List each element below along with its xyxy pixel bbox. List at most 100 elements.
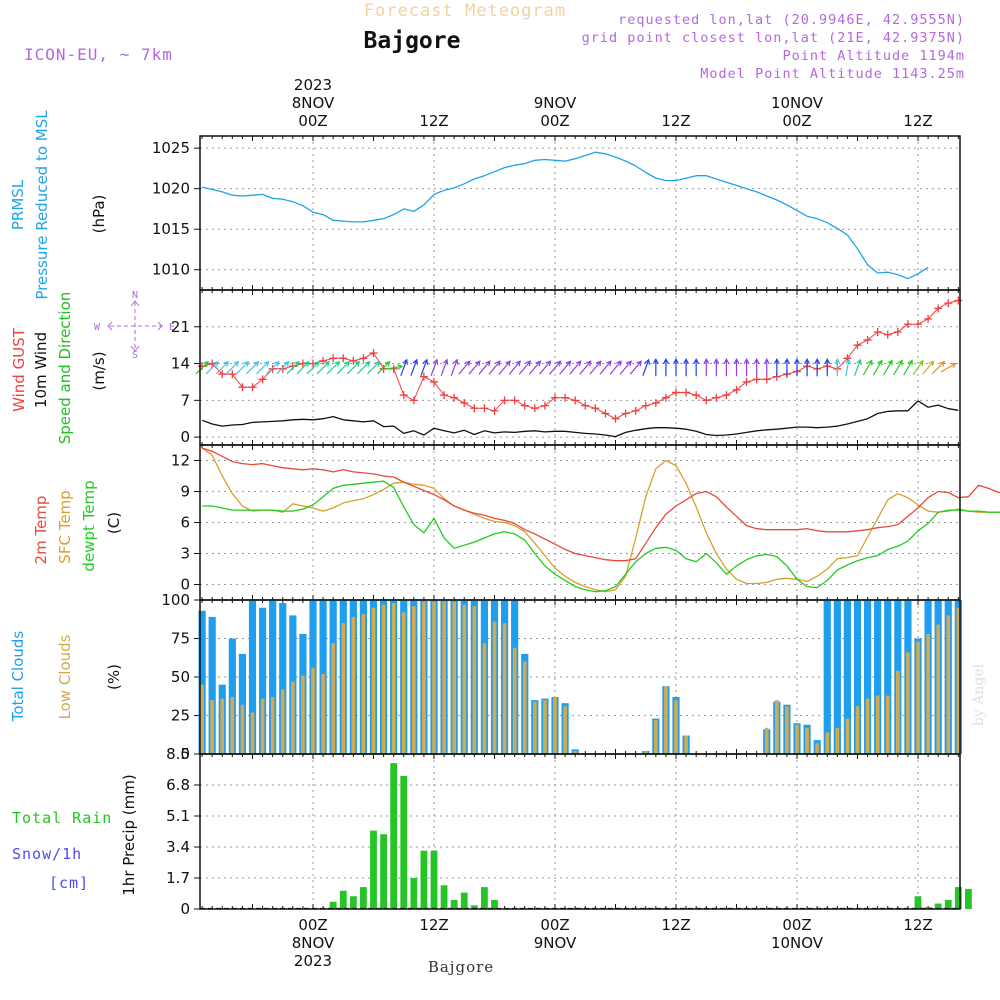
top-tick-label: 00Z <box>782 112 811 130</box>
wind-direction-arrow <box>599 360 612 375</box>
wind-gust-point <box>470 404 479 413</box>
precip-unit-label: 1hr Precip (mm) <box>120 774 138 895</box>
wind-direction-arrow <box>903 359 913 376</box>
bottom-tick-label: 00Z <box>298 916 327 934</box>
y-tick-label: 1015 <box>152 220 190 238</box>
wind-gust-point <box>288 362 297 371</box>
wind-direction-arrow <box>346 360 361 375</box>
total-cloud-bar <box>269 600 277 754</box>
wind-gust-point <box>893 328 902 337</box>
wind-gust-point <box>702 396 711 405</box>
wind-gust-point <box>732 385 741 394</box>
precip-bar <box>954 887 962 909</box>
wind-gust-point <box>752 375 761 384</box>
wind-gust-point <box>349 356 358 365</box>
compass-w: W <box>94 322 101 333</box>
wind-gust-point <box>440 391 449 400</box>
low-cloud-bar <box>341 623 346 754</box>
dewpt-temp-label: dewpt Temp <box>80 480 98 571</box>
wind-direction-arrow <box>410 358 419 376</box>
wind-gust-point <box>329 354 338 363</box>
wind-direction-arrow <box>385 364 404 370</box>
wind-gust-point <box>208 359 217 368</box>
wind-gust-point <box>561 393 570 402</box>
precip-bar <box>491 899 498 909</box>
pressure-msl-label: Pressure Reduced to MSL <box>33 110 51 300</box>
wind-gust-point <box>682 388 691 397</box>
low-cloud-bar <box>412 606 416 754</box>
wind-direction-arrow <box>215 360 230 375</box>
wind-gust-point <box>672 388 680 397</box>
wind-gust-point <box>258 375 267 384</box>
wind-direction-arrow <box>256 360 270 375</box>
low-cloud-bar <box>270 697 275 754</box>
model-label: ICON-EU, ~ 7km <box>24 45 173 64</box>
low-cloud-bar <box>926 633 930 754</box>
wind-gust-point <box>641 401 650 410</box>
wind-direction-arrow <box>458 360 471 375</box>
low-cloud-bar <box>512 647 517 754</box>
wind-direction-arrow <box>498 360 511 375</box>
wind-direction-arrow <box>893 359 903 376</box>
low-cloud-bar <box>522 661 527 754</box>
wind-gust-point <box>692 391 701 400</box>
precip-bar <box>390 763 398 909</box>
bottom-tick-label: 2023 <box>294 952 332 970</box>
wind-direction-arrow <box>225 360 240 375</box>
precip-bar <box>440 885 448 909</box>
total-clouds-label: Total Clouds <box>9 631 27 723</box>
low-cloud-bar <box>815 743 819 754</box>
top-tick-label: 8NOV <box>292 94 335 112</box>
wind-gust-point <box>409 396 418 405</box>
low-cloud-bar <box>472 606 477 754</box>
wind-direction-arrow <box>306 360 320 375</box>
wind-direction-arrow <box>549 360 562 375</box>
y-tick-label: 0 <box>180 745 190 763</box>
total-cloud-bar <box>279 603 287 754</box>
bottom-tick-label: 12Z <box>661 916 690 934</box>
wind-direction-arrow <box>834 358 841 377</box>
wind-direction-arrow <box>336 360 351 375</box>
low-cloud-bar <box>764 727 769 754</box>
wind-direction-arrow <box>246 360 260 375</box>
wind-direction-arrow <box>488 360 501 375</box>
low-cloud-bar <box>260 698 265 754</box>
wind-gust-point <box>571 396 580 405</box>
low-cloud-bar <box>563 706 567 754</box>
wind-direction-arrow <box>753 358 760 377</box>
wind-direction-arrow <box>468 360 481 375</box>
low-cloud-bar <box>462 604 467 754</box>
wind-gust-point <box>742 377 751 386</box>
wind-direction-arrow <box>538 360 552 375</box>
wind-gust-line <box>201 300 959 420</box>
wind-speed-line <box>201 400 959 438</box>
y-tick-label: 0 <box>180 428 190 446</box>
precip-bar <box>914 896 922 909</box>
y-tick-label: 1025 <box>152 139 190 157</box>
wind-panel: Wind GUST 10m Wind Speed and Direction (… <box>10 289 963 446</box>
low-cloud-bar <box>946 615 951 754</box>
temp2m-label: 2m Temp <box>32 496 50 565</box>
low-cloud-bar <box>835 727 840 754</box>
top-tick-label: 12Z <box>419 112 448 130</box>
wind-direction-arrow <box>912 359 924 376</box>
wind-direction-arrow <box>683 358 690 377</box>
wind-gust-point <box>924 314 933 323</box>
wind-unit-label: (m/s) <box>90 351 108 390</box>
bottom-tick-label: 12Z <box>903 916 932 934</box>
y-tick-label: 75 <box>171 630 190 648</box>
wind-gust-point <box>268 364 277 373</box>
wind-gust-point <box>591 404 600 413</box>
low-cloud-bar <box>331 643 335 754</box>
y-tick-label: 8.5 <box>166 745 190 763</box>
wind-gust-point <box>399 391 408 400</box>
low-cloud-bar <box>674 700 678 754</box>
wind-10m-label: 10m Wind <box>32 332 50 408</box>
low-cloud-bar <box>956 607 961 754</box>
precip-bar <box>934 903 942 909</box>
wind-direction-arrow <box>377 360 391 375</box>
wind-direction-arrow <box>589 360 602 375</box>
wind-direction-arrow <box>528 360 542 375</box>
pressure-line <box>201 151 929 280</box>
